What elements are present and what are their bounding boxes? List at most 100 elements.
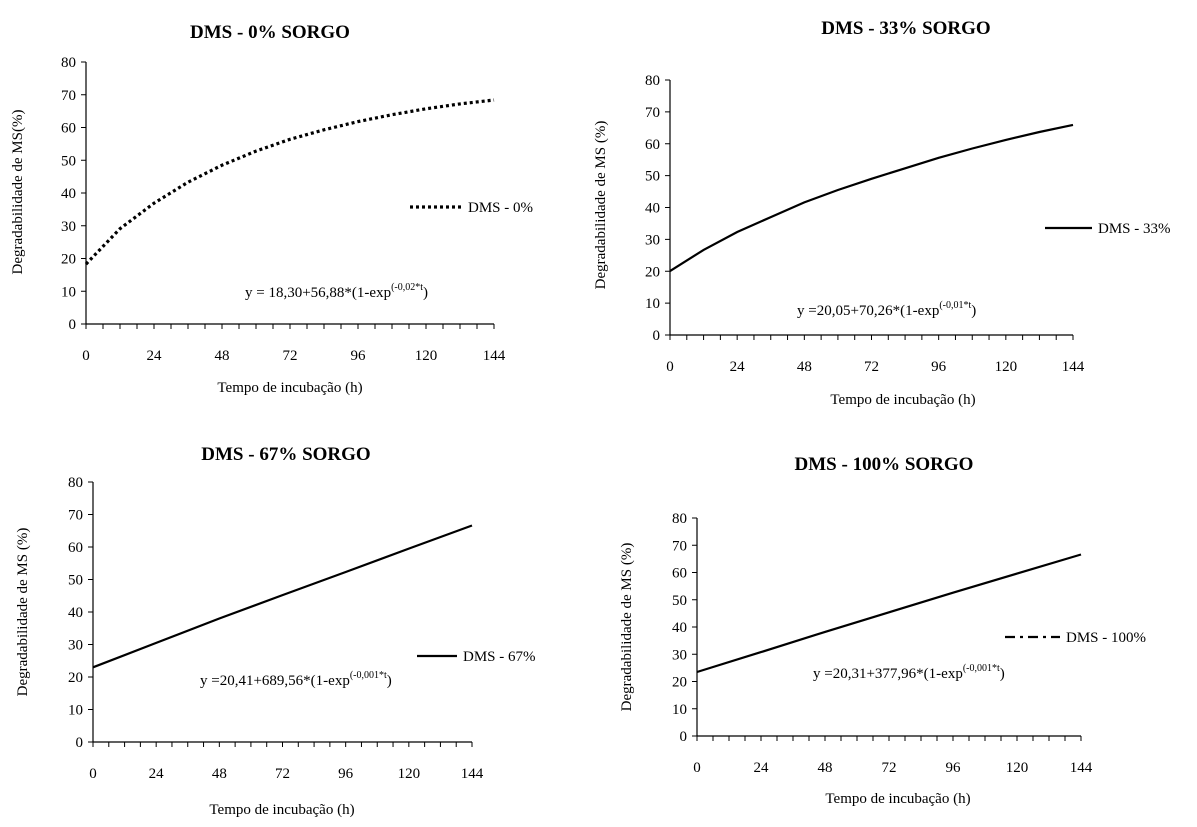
x-tick-label: 96 (351, 348, 367, 364)
y-tick-label: 10 (672, 702, 687, 718)
x-tick-label: 48 (212, 766, 227, 782)
x-tick-label: 120 (995, 359, 1018, 375)
x-tick-label: 24 (149, 766, 165, 782)
y-tick-label: 80 (61, 55, 76, 71)
y-tick-label: 20 (61, 252, 76, 268)
equation-annotation: y = 18,30+56,88*(1-exp(-0,02*t) (245, 282, 428, 301)
x-tick-label: 0 (666, 359, 674, 375)
chart-title: DMS - 67% SORGO (201, 444, 370, 465)
y-tick-label: 30 (672, 647, 687, 663)
y-tick-label: 0 (76, 735, 84, 751)
x-tick-label: 96 (931, 359, 947, 375)
legend-label: DMS - 100% (1066, 630, 1146, 646)
x-tick-label: 96 (946, 760, 962, 776)
y-tick-label: 80 (672, 511, 687, 527)
y-tick-label: 80 (645, 73, 660, 89)
x-tick-label: 24 (754, 760, 770, 776)
x-tick-label: 144 (461, 766, 484, 782)
y-tick-label: 60 (61, 121, 76, 137)
x-tick-label: 72 (275, 766, 290, 782)
x-tick-label: 144 (1062, 359, 1085, 375)
equation-suffix: ) (423, 285, 428, 301)
y-tick-label: 50 (68, 573, 83, 589)
legend-label: DMS - 67% (463, 649, 536, 665)
y-tick-label: 20 (68, 670, 83, 686)
equation-exponent: (-0,001*t (963, 663, 1000, 674)
y-tick-label: 70 (645, 105, 660, 121)
legend-label: DMS - 0% (468, 200, 533, 216)
x-tick-label: 48 (797, 359, 812, 375)
y-tick-label: 10 (68, 703, 83, 719)
x-tick-label: 72 (882, 760, 897, 776)
y-tick-label: 0 (653, 328, 661, 344)
y-axis-label: Degradabilidade de MS (%) (619, 543, 635, 712)
x-tick-label: 96 (338, 766, 354, 782)
chart-title: DMS - 100% SORGO (795, 454, 974, 475)
x-tick-label: 120 (415, 348, 438, 364)
x-tick-label: 72 (283, 348, 298, 364)
y-tick-label: 50 (645, 169, 660, 185)
y-tick-label: 70 (672, 538, 687, 554)
y-tick-label: 70 (68, 508, 83, 524)
y-tick-label: 50 (672, 593, 687, 609)
x-tick-label: 72 (864, 359, 879, 375)
x-tick-label: 48 (818, 760, 833, 776)
x-tick-label: 0 (693, 760, 701, 776)
series-line (697, 555, 1081, 673)
equation-annotation: y =20,05+70,26*(1-exp(-0,01*t) (797, 300, 976, 319)
y-tick-label: 30 (68, 638, 83, 654)
y-tick-label: 60 (672, 566, 687, 582)
chart-title: DMS - 0% SORGO (190, 22, 350, 43)
equation-annotation: y =20,41+689,56*(1-exp(-0,001*t) (200, 670, 392, 689)
x-axis-label: Tempo de incubação (h) (217, 380, 362, 396)
equation-suffix: ) (1000, 666, 1005, 682)
x-axis-label: Tempo de incubação (h) (830, 392, 975, 408)
y-tick-label: 0 (69, 317, 77, 333)
chart-panel: DMS - 0% SORGO 0 10 20 30 40 50 60 70 80 0 24 48 72 96… (10, 22, 533, 396)
y-tick-label: 70 (61, 88, 76, 104)
y-axis-label: Degradabilidade de MS (%) (15, 528, 31, 697)
equation-exponent: (-0,001*t (350, 670, 387, 681)
y-tick-label: 60 (68, 540, 83, 556)
x-tick-label: 144 (1070, 760, 1093, 776)
x-tick-label: 120 (398, 766, 421, 782)
equation-suffix: ) (971, 303, 976, 319)
legend-label: DMS - 33% (1098, 221, 1171, 237)
x-tick-label: 0 (89, 766, 97, 782)
x-tick-label: 24 (730, 359, 746, 375)
equation-annotation: y =20,31+377,96*(1-exp(-0,001*t) (813, 663, 1005, 682)
y-tick-label: 30 (61, 219, 76, 235)
y-axis-label: Degradabilidade de MS(%) (10, 110, 26, 275)
chart-panel: DMS - 100% SORGO 0 10 20 30 40 50 60 70 80 0 24 48 72… (619, 454, 1146, 807)
equation-exponent: (-0,02*t (391, 282, 423, 293)
y-tick-label: 50 (61, 153, 76, 169)
y-axis-label: Degradabilidade de MS (%) (593, 121, 609, 290)
y-tick-label: 40 (672, 620, 687, 636)
equation-suffix: ) (387, 673, 392, 689)
series-line (86, 100, 494, 264)
y-tick-label: 0 (680, 729, 688, 745)
equation-exponent: (-0,01*t (939, 300, 971, 311)
x-axis-label: Tempo de incubação (h) (825, 791, 970, 807)
y-tick-label: 40 (68, 605, 83, 621)
y-tick-label: 80 (68, 475, 83, 491)
y-tick-label: 10 (645, 296, 660, 312)
y-tick-label: 40 (61, 186, 76, 202)
chart-title: DMS - 33% SORGO (821, 18, 990, 39)
y-tick-label: 60 (645, 137, 660, 153)
y-tick-label: 10 (61, 284, 76, 300)
y-tick-label: 20 (672, 675, 687, 691)
x-axis-label: Tempo de incubação (h) (209, 802, 354, 818)
x-tick-label: 0 (82, 348, 90, 364)
x-tick-label: 144 (483, 348, 506, 364)
y-tick-label: 40 (645, 201, 660, 217)
y-tick-label: 20 (645, 264, 660, 280)
x-tick-label: 120 (1006, 760, 1029, 776)
x-tick-label: 48 (215, 348, 230, 364)
chart-panel: DMS - 67% SORGO 0 10 20 30 40 50 60 70 80 0 24 48 72 9… (15, 444, 536, 818)
x-tick-label: 24 (147, 348, 163, 364)
series-line (93, 526, 472, 668)
